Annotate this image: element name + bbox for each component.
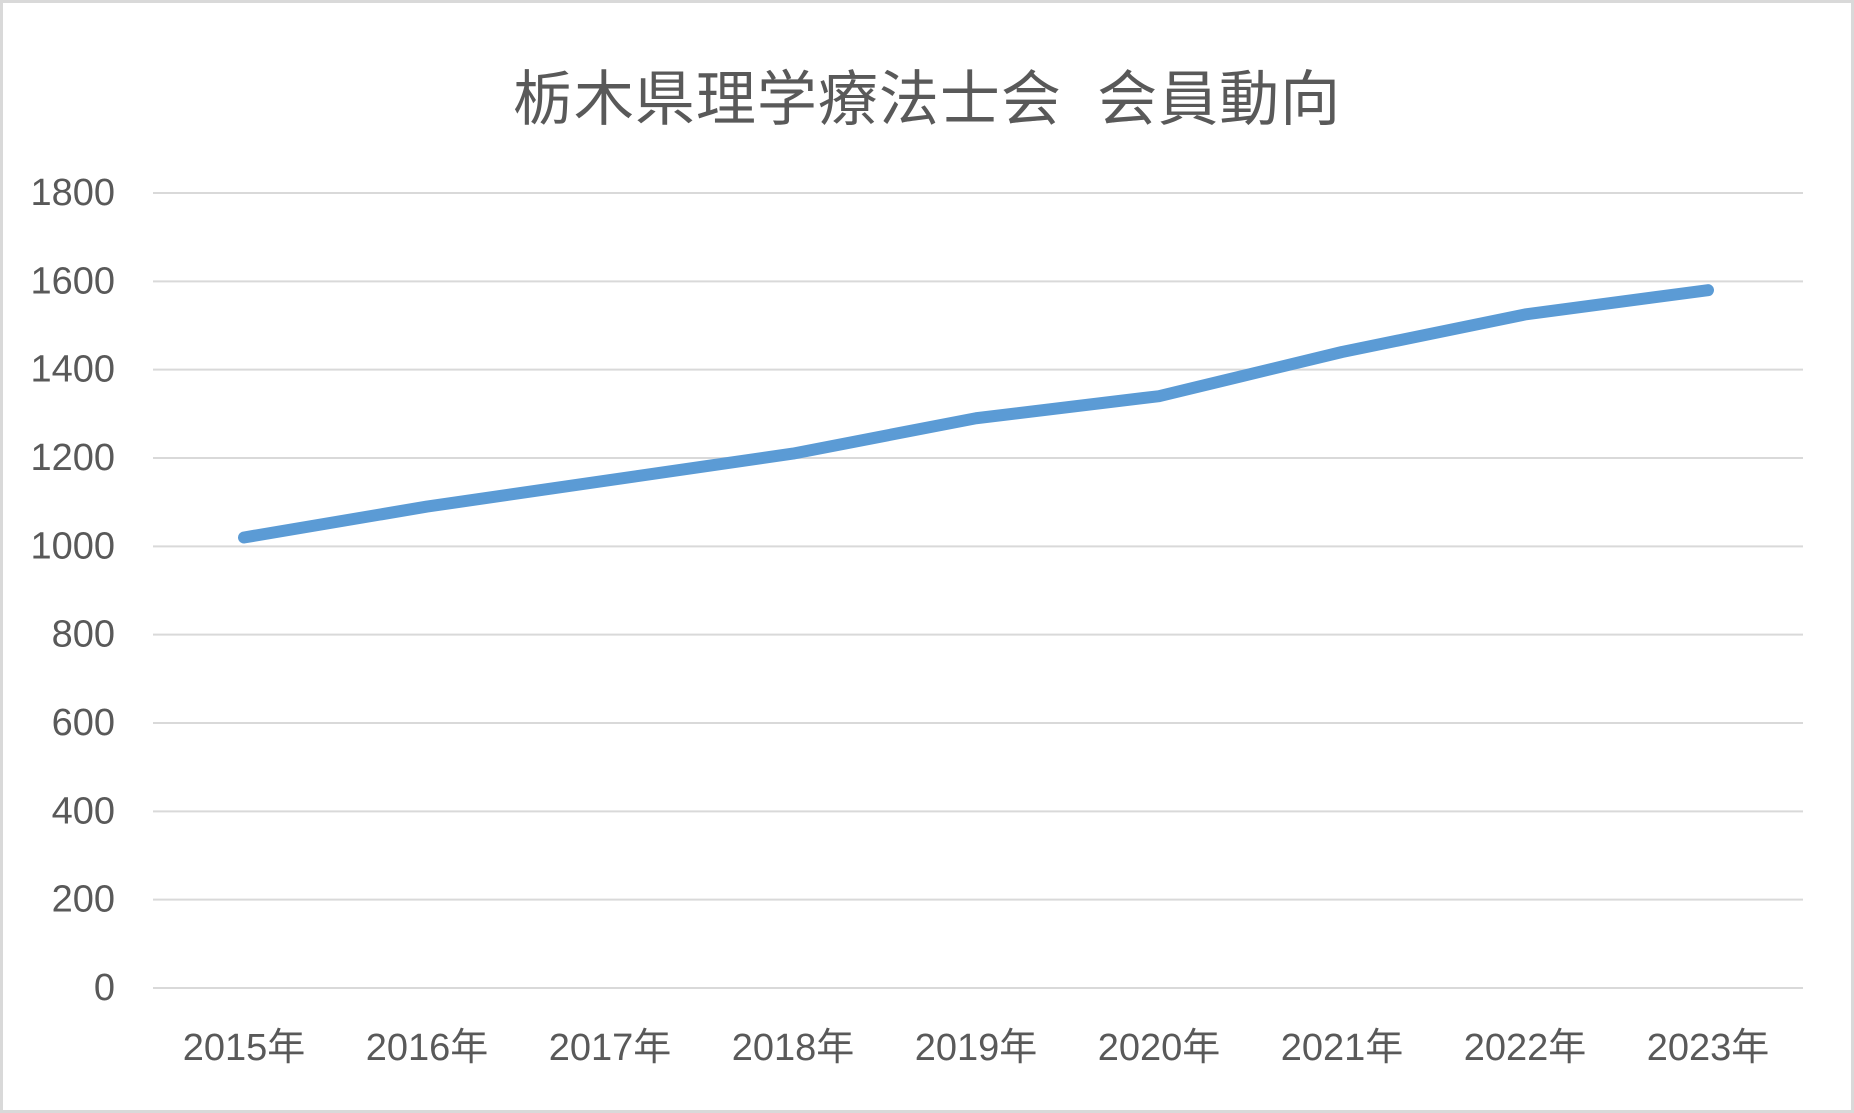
x-tick-label: 2021年 xyxy=(1281,1027,1404,1069)
chart-title: 栃木県理学療法士会 会員動向 xyxy=(512,66,1342,133)
x-tick-label: 2015年 xyxy=(183,1027,306,1069)
x-tick-label: 2020年 xyxy=(1098,1027,1221,1069)
x-tick-label: 2022年 xyxy=(1464,1027,1587,1069)
y-tick-label: 1400 xyxy=(30,349,115,391)
member-trend-line xyxy=(238,284,1714,544)
y-tick-label: 1800 xyxy=(30,172,115,214)
x-tick-label: 2023年 xyxy=(1647,1027,1770,1069)
x-tick-label: 2019年 xyxy=(915,1027,1038,1069)
y-tick-label: 800 xyxy=(52,614,115,656)
y-tick-label: 0 xyxy=(94,967,115,1009)
y-tick-label: 1200 xyxy=(30,437,115,479)
x-tick-label: 2017年 xyxy=(549,1027,672,1069)
y-tick-label: 400 xyxy=(52,790,115,832)
y-tick-label: 1000 xyxy=(30,525,115,567)
y-tick-label: 200 xyxy=(52,879,115,921)
y-tick-label: 600 xyxy=(52,702,115,744)
x-tick-label: 2018年 xyxy=(732,1027,855,1069)
y-tick-label: 1600 xyxy=(30,260,115,302)
line-chart: 0 200 400 600 800 1000 1200 1400 1600 1800 2015年 20… xyxy=(30,172,1803,1069)
x-tick-label: 2016年 xyxy=(366,1027,489,1069)
